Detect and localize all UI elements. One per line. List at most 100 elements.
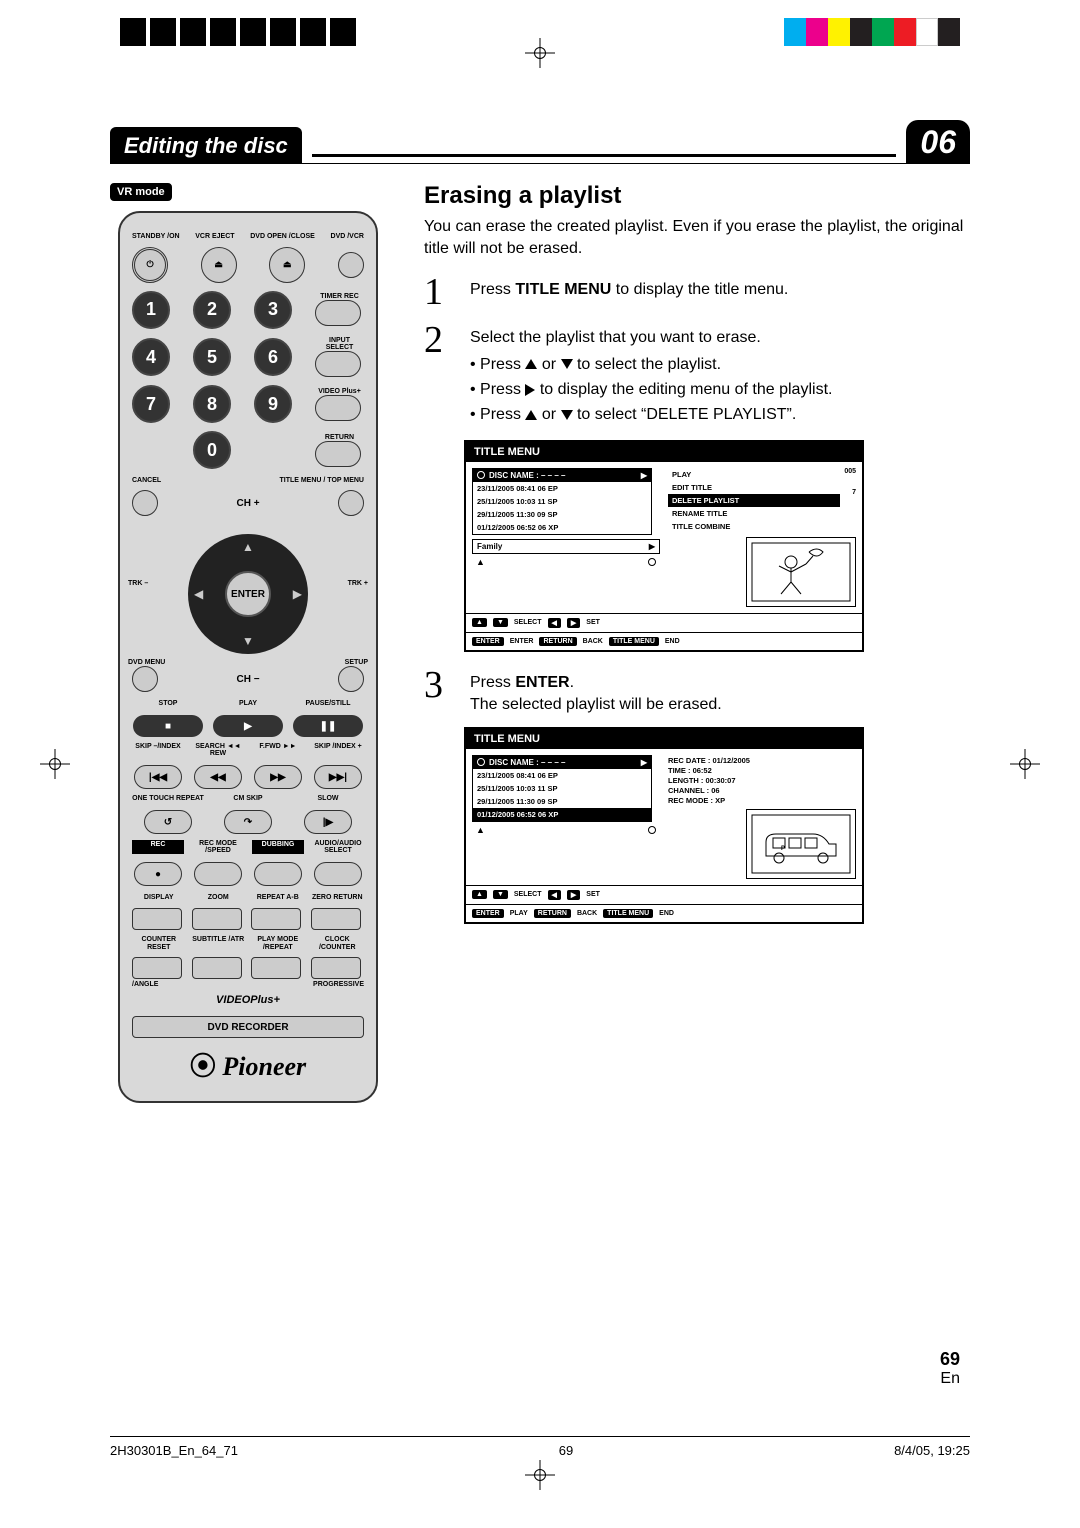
registration-color-swatches xyxy=(784,18,960,46)
repeatab-button[interactable] xyxy=(251,908,301,930)
rew-button[interactable]: ◀◀ xyxy=(194,765,242,789)
label-progressive: PROGRESSIVE xyxy=(313,981,364,988)
osd1-row-3: 29/11/2005 11:30 09 SP xyxy=(473,508,651,521)
disc-icon xyxy=(477,471,485,479)
remote-control: STANDBY /ON VCR EJECT DVD OPEN /CLOSE DV… xyxy=(118,211,378,1103)
osd2-row-1: 23/11/2005 08:41 06 EP xyxy=(473,769,651,782)
step-3-number: 3 xyxy=(424,666,460,704)
osd1-lbl-end: END xyxy=(665,638,680,645)
dpad-left[interactable]: ◀ xyxy=(194,587,203,601)
dvd-vcr-button[interactable] xyxy=(338,252,364,278)
counter-button[interactable] xyxy=(132,957,182,979)
osd1-title: TITLE MENU xyxy=(466,442,862,462)
onetouch-button[interactable]: ↺ xyxy=(144,810,192,834)
dvd-open-button[interactable]: ⏏ xyxy=(269,247,305,283)
dpad-right[interactable]: ▶ xyxy=(293,587,302,601)
osd1-side-7: 7 xyxy=(844,489,856,496)
skip-fwd-button[interactable]: ▶▶| xyxy=(314,765,362,789)
dpad-ring[interactable]: ▲ ▼ ◀ ▶ ENTER xyxy=(188,534,308,654)
slow-button[interactable]: |▶ xyxy=(304,810,352,834)
osd1-key-return: RETURN xyxy=(539,637,576,646)
registration-black-bars xyxy=(120,18,356,46)
display-button[interactable] xyxy=(132,908,182,930)
label-title-menu: TITLE MENU / TOP MENU xyxy=(279,477,364,484)
num-4[interactable]: 4 xyxy=(132,338,170,376)
subtitle-button[interactable] xyxy=(192,957,242,979)
number-pad: 1 2 3 TIMER REC 4 5 6 INPUT SELECT 7 8 9… xyxy=(132,291,364,470)
return-button[interactable] xyxy=(315,441,361,467)
page-language: En xyxy=(940,1370,960,1388)
crosshair-bottom xyxy=(525,1460,555,1490)
step-3: 3 Press ENTER.The selected playlist will… xyxy=(424,666,970,717)
clock-button[interactable] xyxy=(311,957,361,979)
osd-title-menu-2: TITLE MENU DISC NAME : – – – –▶ 23/11/20… xyxy=(464,727,864,924)
osd2-recdate: REC DATE : 01/12/2005 xyxy=(668,756,856,765)
osd2-title: TITLE MENU xyxy=(466,729,862,749)
label-input-select: INPUT SELECT xyxy=(315,337,364,352)
osd1-menu-combine: TITLE COMBINE xyxy=(668,520,840,533)
osd1-thumbnail xyxy=(746,537,856,607)
audio-button[interactable] xyxy=(314,862,362,886)
num-0[interactable]: 0 xyxy=(193,431,231,469)
dvd-recorder-label: DVD RECORDER xyxy=(132,1016,364,1038)
up-icon xyxy=(525,410,537,420)
num-3[interactable]: 3 xyxy=(254,291,292,329)
label-playmode: PLAY MODE /REPEAT xyxy=(251,936,305,951)
videoplus-button[interactable] xyxy=(315,395,361,421)
vcr-eject-button[interactable]: ⏏ xyxy=(201,247,237,283)
pause-button[interactable]: ❚❚ xyxy=(293,715,363,737)
dpad: TRK – TRK + DVD MENU SETUP ▲ ▼ ◀ ▶ ENTER xyxy=(132,524,364,664)
label-skip-r: SKIP /INDEX + xyxy=(312,743,364,757)
cancel-button[interactable] xyxy=(132,490,158,516)
input-select-button[interactable] xyxy=(315,351,361,377)
label-rec: REC xyxy=(132,840,184,854)
num-9[interactable]: 9 xyxy=(254,385,292,423)
label-angle: /ANGLE xyxy=(132,981,158,988)
dubbing-button[interactable] xyxy=(254,862,302,886)
instructions-column: Erasing a playlist You can erase the cre… xyxy=(424,182,970,1103)
playmode-button[interactable] xyxy=(251,957,301,979)
title-menu-button[interactable] xyxy=(338,490,364,516)
num-1[interactable]: 1 xyxy=(132,291,170,329)
timer-rec-button[interactable] xyxy=(315,300,361,326)
step-2-number: 2 xyxy=(424,321,460,359)
van-illustration-icon: P xyxy=(751,814,851,874)
num-7[interactable]: 7 xyxy=(132,385,170,423)
crosshair-left xyxy=(40,749,70,779)
label-cmskip: CM SKIP xyxy=(212,795,284,802)
power-button[interactable]: ⏻ xyxy=(132,247,168,283)
chapter-number: 06 xyxy=(906,120,970,163)
stop-button[interactable]: ■ xyxy=(133,715,203,737)
num-6[interactable]: 6 xyxy=(254,338,292,376)
doc-id: 2H30301B_En_64_71 xyxy=(110,1443,238,1458)
fwd-button[interactable]: ▶▶ xyxy=(254,765,302,789)
label-dubbing: DUBBING xyxy=(252,840,304,854)
osd2-key-return: RETURN xyxy=(534,909,571,918)
dpad-down[interactable]: ▼ xyxy=(242,634,254,648)
skip-back-button[interactable]: |◀◀ xyxy=(134,765,182,789)
zeroreturn-button[interactable] xyxy=(311,908,361,930)
osd1-footer: ▲▼SELECT ◀▶SET xyxy=(466,613,862,632)
label-recmode: REC MODE /SPEED xyxy=(192,840,244,854)
enter-button[interactable]: ENTER xyxy=(225,571,271,617)
label-search-fwd: F.FWD ►► xyxy=(252,743,304,757)
setup-button[interactable] xyxy=(338,666,364,692)
play-button[interactable]: ▶ xyxy=(213,715,283,737)
osd2-footer: ▲▼SELECT ◀▶SET xyxy=(466,885,862,904)
label-search-rew: SEARCH ◄◄ REW xyxy=(192,743,244,757)
osd2-row-4: 01/12/2005 06:52 06 XP xyxy=(473,808,651,821)
cmskip-button[interactable]: ↷ xyxy=(224,810,272,834)
pioneer-logo: Pioneer xyxy=(132,1046,364,1083)
rec-button[interactable]: ● xyxy=(134,862,182,886)
osd1-side-005: 005 xyxy=(844,468,856,475)
dvd-menu-button[interactable] xyxy=(132,666,158,692)
osd1-playlist-name: Family xyxy=(477,542,502,551)
zoom-button[interactable] xyxy=(192,908,242,930)
num-5[interactable]: 5 xyxy=(193,338,231,376)
dpad-up[interactable]: ▲ xyxy=(242,540,254,554)
label-videoplus: VIDEO Plus+ xyxy=(315,388,364,395)
num-8[interactable]: 8 xyxy=(193,385,231,423)
num-2[interactable]: 2 xyxy=(193,291,231,329)
recmode-button[interactable] xyxy=(194,862,242,886)
osd1-context-menu: PLAY EDIT TITLE DELETE PLAYLIST RENAME T… xyxy=(668,468,840,533)
